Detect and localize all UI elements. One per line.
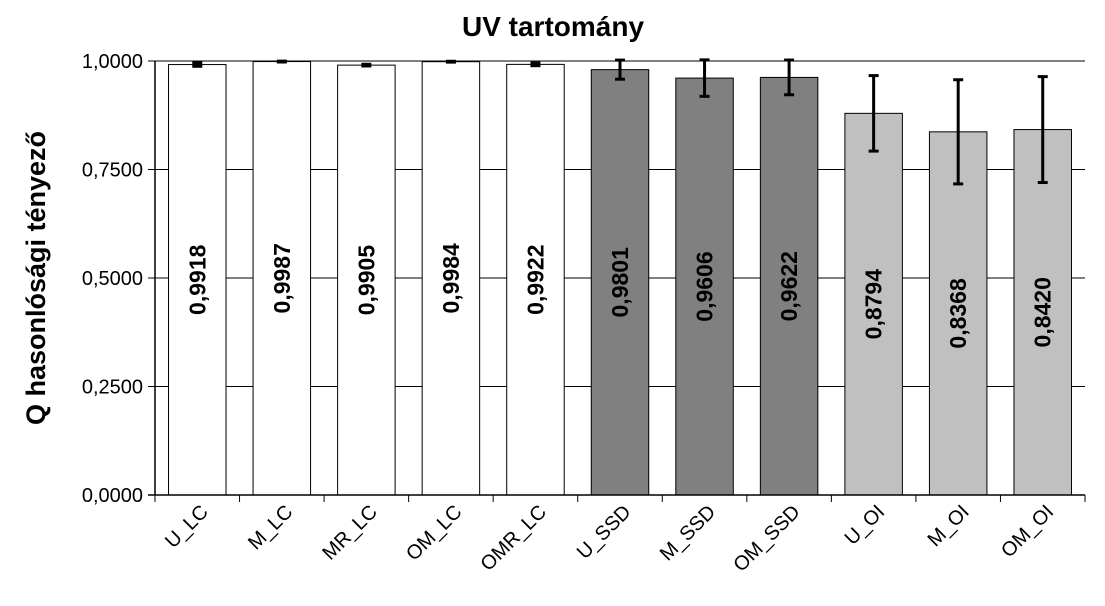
- data-label: 0,9801: [607, 247, 633, 318]
- bar: [675, 77, 734, 496]
- bar: [168, 64, 227, 496]
- data-label: 0,9905: [353, 245, 379, 316]
- x-tick-label: M_SSD: [656, 501, 720, 565]
- chart-title: UV tartomány: [462, 11, 644, 42]
- data-label: 0,8420: [1030, 277, 1056, 347]
- data-label: 0,9922: [522, 245, 548, 315]
- bar: [844, 112, 903, 496]
- data-label: 0,9984: [438, 243, 464, 314]
- data-label: 0,8368: [945, 278, 971, 349]
- axes: [148, 60, 1086, 502]
- y-tick-label: 0,2500: [82, 377, 143, 399]
- x-tick-label: M_LC: [244, 501, 297, 554]
- x-tick-label: U_LC: [161, 501, 213, 553]
- data-label: 0,9918: [184, 244, 210, 315]
- bar: [252, 61, 312, 496]
- y-tick-label: 0,5000: [82, 268, 143, 290]
- y-tick-label: 0,7500: [82, 160, 143, 182]
- x-tick-label: OM_LC: [402, 501, 466, 565]
- y-axis-label: Q hasonlósági tényező: [21, 131, 51, 425]
- x-tick-label: MR_LC: [318, 501, 381, 564]
- y-tick-label: 0,0000: [82, 485, 143, 507]
- x-tick-label: U_SSD: [573, 501, 636, 564]
- x-tick-label: U_OI: [841, 501, 890, 550]
- bar: [506, 63, 565, 496]
- data-label: 0,8794: [861, 269, 887, 340]
- data-label: 0,9987: [269, 243, 295, 313]
- bar: [759, 76, 819, 496]
- bar: [1013, 129, 1072, 496]
- labels: 0,0000 0,2500 0,5000 0,7500 1,0000 0,9918 U_LC…: [82, 51, 1058, 576]
- x-tick-label: M_OI: [924, 501, 974, 551]
- data-label: 0,9622: [776, 251, 802, 321]
- y-tick-label: 1,0000: [82, 51, 143, 73]
- bar: [928, 131, 988, 496]
- x-tick-label: OM_OI: [997, 501, 1058, 562]
- x-tick-label: OM_SSD: [729, 501, 804, 576]
- x-tick-label: OMR_LC: [476, 501, 551, 576]
- data-label: 0,9606: [692, 251, 718, 321]
